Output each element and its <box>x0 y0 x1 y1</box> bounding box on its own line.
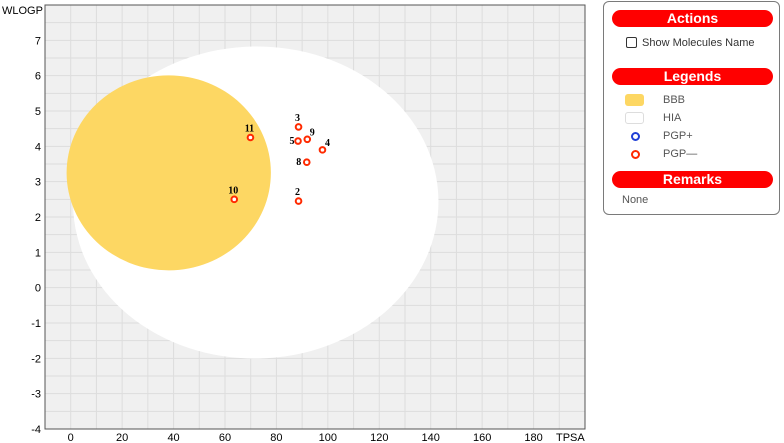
molecule-point-4[interactable] <box>318 146 327 154</box>
legend-swatch-hia <box>625 112 644 124</box>
show-names-label[interactable]: Show Molecules Name <box>642 37 755 49</box>
show-names-checkbox[interactable] <box>626 37 637 48</box>
molecule-label-4: 4 <box>325 138 330 149</box>
x-tick-label: 100 <box>319 432 337 443</box>
molecule-label-2: 2 <box>295 187 300 198</box>
y-tick-label: 1 <box>35 247 41 259</box>
y-axis-label: WLOGP <box>2 5 43 17</box>
plot-border <box>44 4 586 430</box>
legend-label-pgp-negative: PGP— <box>663 148 698 160</box>
molecule-point-3[interactable] <box>294 123 303 131</box>
legend-label-hia: HIA <box>663 112 682 124</box>
actions-header: Actions <box>612 10 773 27</box>
x-tick-label: 140 <box>422 432 440 443</box>
y-tick-label: 5 <box>35 106 41 118</box>
y-tick-label: 3 <box>35 177 41 189</box>
x-tick-label: 40 <box>167 432 179 443</box>
legends-header: Legends <box>612 68 773 85</box>
legend-ring-pgp-positive <box>631 132 640 141</box>
molecule-point-11[interactable] <box>246 133 255 142</box>
y-tick-label: 2 <box>35 212 41 224</box>
legend-swatch-bbb <box>625 94 644 106</box>
molecule-label-5: 5 <box>290 136 295 147</box>
y-tick-label: -3 <box>31 389 41 401</box>
region-bbb <box>66 75 271 271</box>
x-tick-label: 180 <box>524 432 542 443</box>
regions <box>66 46 439 359</box>
legend-ring-pgp-negative <box>631 150 640 159</box>
y-tick-label: -2 <box>31 353 41 365</box>
x-tick-label: 60 <box>219 432 231 443</box>
x-tick-label: 0 <box>68 432 74 443</box>
remarks-header: Remarks <box>612 171 773 188</box>
legend-label-bbb: BBB <box>663 94 686 106</box>
y-tick-label: -4 <box>31 424 41 436</box>
y-tick-label: 0 <box>35 283 41 295</box>
molecule-label-8: 8 <box>296 157 301 168</box>
x-tick-label: 80 <box>270 432 282 443</box>
molecule-label-10: 10 <box>228 185 238 196</box>
molecule-point-10[interactable] <box>230 195 239 204</box>
remarks-text: None <box>622 194 649 206</box>
molecule-point-9[interactable] <box>303 135 312 144</box>
y-tick-label: 4 <box>35 141 41 153</box>
side-panel: Actions Show Molecules Name Legends BBB … <box>603 1 780 215</box>
molecule-point-5[interactable] <box>294 137 302 145</box>
x-tick-label: 160 <box>473 432 491 443</box>
x-axis-label: TPSA <box>556 432 585 443</box>
molecule-label-3: 3 <box>295 113 300 124</box>
y-tick-label: -1 <box>31 318 41 330</box>
x-tick-label: 120 <box>370 432 388 443</box>
molecule-label-9: 9 <box>310 127 315 138</box>
points: 2 3 4 58 9 10 11 <box>228 113 330 205</box>
legend-label-pgp-positive: PGP+ <box>663 130 693 142</box>
molecule-point-2[interactable] <box>294 197 303 205</box>
x-tick-label: 20 <box>116 432 128 443</box>
y-tick-label: 7 <box>35 35 41 47</box>
tick-labels: 0 20 40 60 80 100 120 140 160 180 -4 -3 -2 -1 0 1 2 3 4 5 6 7 <box>31 35 543 443</box>
y-tick-label: 6 <box>35 71 41 83</box>
molecule-label-11: 11 <box>245 124 254 135</box>
molecule-point-8[interactable] <box>302 158 311 167</box>
